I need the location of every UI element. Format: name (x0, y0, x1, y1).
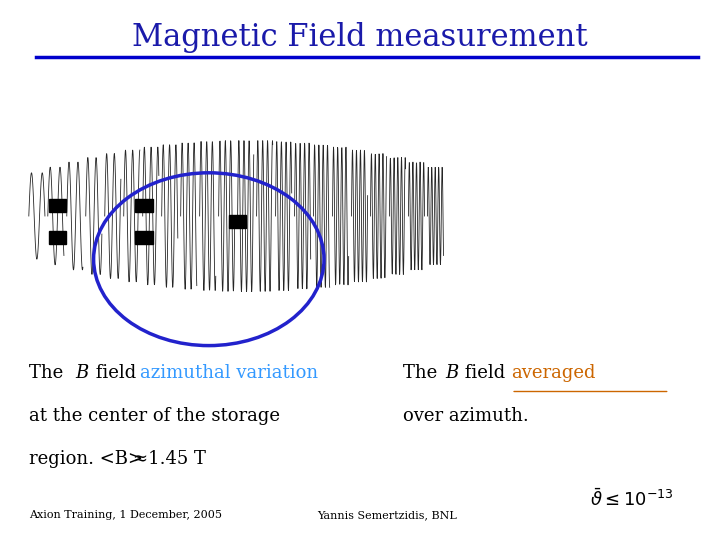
Text: at the center of the storage: at the center of the storage (29, 407, 280, 425)
Bar (229, 215, 246, 228)
Text: azimuthal variation: azimuthal variation (140, 364, 318, 382)
Text: Yannis Semertzidis, BNL: Yannis Semertzidis, BNL (317, 510, 456, 521)
Bar (49, 199, 66, 212)
Text: The: The (29, 364, 69, 382)
Text: averaged: averaged (511, 364, 595, 382)
Text: field: field (459, 364, 511, 382)
Text: $\bar{\vartheta} \leq 10^{-13}$: $\bar{\vartheta} \leq 10^{-13}$ (590, 489, 674, 510)
Text: field: field (90, 364, 142, 382)
Text: over azimuth.: over azimuth. (403, 407, 529, 425)
Text: region. <B>: region. <B> (29, 450, 143, 468)
Bar (49, 231, 66, 244)
Text: Axion Training, 1 December, 2005: Axion Training, 1 December, 2005 (29, 510, 222, 521)
Text: Magnetic Field measurement: Magnetic Field measurement (132, 22, 588, 53)
Text: ≈1.45 T: ≈1.45 T (133, 450, 206, 468)
Bar (135, 231, 153, 244)
Text: The: The (403, 364, 444, 382)
Text: B: B (76, 364, 89, 382)
Text: B: B (445, 364, 458, 382)
Bar (135, 199, 153, 212)
